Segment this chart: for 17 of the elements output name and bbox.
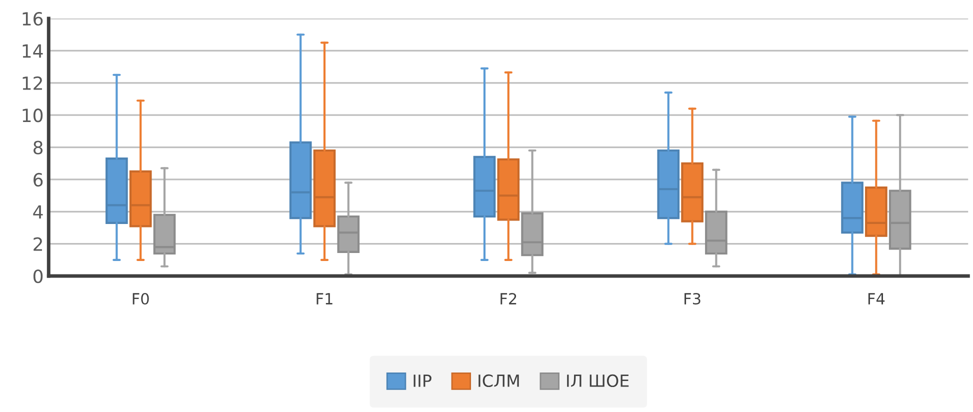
legend-label: IIP [414, 374, 432, 387]
x-tick-label: F3 [684, 292, 700, 305]
y-tick-label: 4 [33, 205, 43, 219]
y-tick-label: 16 [22, 12, 43, 26]
y-tick-label: 10 [22, 108, 43, 122]
y-tick-label: 12 [22, 76, 42, 90]
y-tick-label: 14 [22, 44, 43, 58]
y-tick-label: 0 [33, 270, 43, 284]
y-tick-label: 6 [34, 172, 43, 187]
x-tick-label: F0 [132, 292, 149, 305]
x-tick-label: F2 [500, 292, 516, 304]
y-tick-label: 2 [34, 237, 42, 251]
legend-label: ІСЛМ [478, 374, 519, 388]
x-tick-label: F1 [316, 293, 332, 304]
y-tick-label: 8 [34, 140, 43, 154]
x-tick-label: F4 [868, 293, 885, 304]
legend-label: ІЛ ШОЕ [567, 374, 629, 388]
